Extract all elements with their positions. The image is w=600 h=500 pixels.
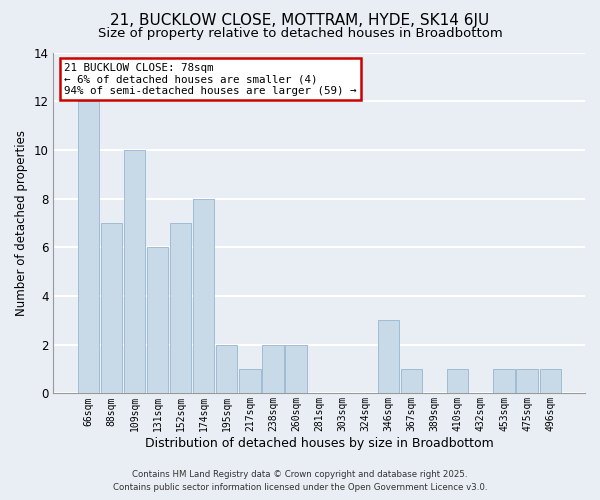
Bar: [193, 198, 214, 394]
Bar: [401, 369, 422, 394]
Text: 21 BUCKLOW CLOSE: 78sqm
← 6% of detached houses are smaller (4)
94% of semi-deta: 21 BUCKLOW CLOSE: 78sqm ← 6% of detached…: [64, 62, 356, 96]
X-axis label: Distribution of detached houses by size in Broadbottom: Distribution of detached houses by size …: [145, 437, 494, 450]
Y-axis label: Number of detached properties: Number of detached properties: [15, 130, 28, 316]
Text: Size of property relative to detached houses in Broadbottom: Size of property relative to detached ho…: [98, 28, 502, 40]
Bar: [286, 344, 307, 394]
Bar: [539, 369, 561, 394]
Bar: [216, 344, 238, 394]
Bar: [239, 369, 260, 394]
Bar: [493, 369, 515, 394]
Text: 21, BUCKLOW CLOSE, MOTTRAM, HYDE, SK14 6JU: 21, BUCKLOW CLOSE, MOTTRAM, HYDE, SK14 6…: [110, 12, 490, 28]
Bar: [517, 369, 538, 394]
Bar: [262, 344, 284, 394]
Bar: [170, 223, 191, 394]
Bar: [101, 223, 122, 394]
Bar: [447, 369, 469, 394]
Bar: [124, 150, 145, 394]
Bar: [378, 320, 399, 394]
Bar: [147, 248, 168, 394]
Text: Contains HM Land Registry data © Crown copyright and database right 2025.
Contai: Contains HM Land Registry data © Crown c…: [113, 470, 487, 492]
Bar: [77, 101, 99, 394]
